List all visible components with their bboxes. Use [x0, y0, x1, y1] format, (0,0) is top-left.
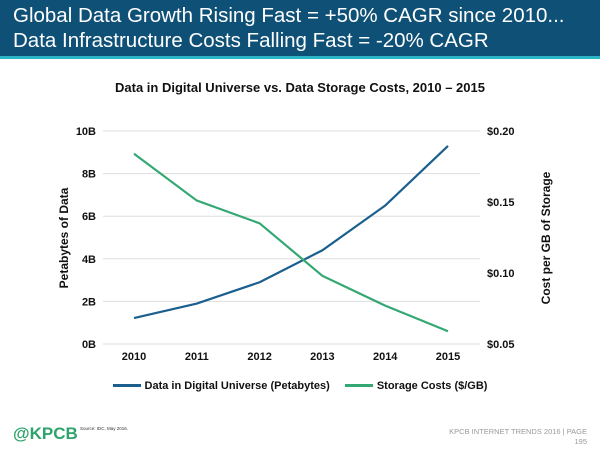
y-tick-label: 6B [82, 211, 96, 223]
y-tick-label: 8B [82, 169, 96, 181]
page-number: 195 [574, 437, 587, 446]
legend-item-cost: Storage Costs ($/GB) [344, 379, 488, 392]
data-volume-line [133, 145, 449, 320]
slide-title-line-2: Data Infrastructure Costs Falling Fast =… [13, 29, 489, 52]
report-name: KPCB INTERNET TRENDS 2016 | PAGE [449, 427, 587, 436]
chart-title: Data in Digital Universe vs. Data Storag… [115, 80, 485, 95]
x-tick-label: 2012 [247, 351, 271, 363]
legend-item-data: Data in Digital Universe (Petabytes) [112, 379, 330, 392]
y-tick-label: 10B [76, 126, 96, 138]
y-tick-label: 2B [82, 296, 96, 308]
y2-tick-label: $0.15 [487, 197, 515, 209]
legend-swatch [344, 384, 373, 387]
storage-cost-line [133, 152, 449, 333]
legend-label: Data in Digital Universe (Petabytes) [144, 379, 330, 392]
x-tick-label: 2015 [436, 351, 460, 363]
x-tick-label: 2011 [185, 351, 209, 363]
y-axis-label: Petabytes of Data [57, 187, 71, 288]
x-tick-label: 2010 [122, 351, 146, 363]
title-banner: Global Data Growth Rising Fast = +50% CA… [0, 0, 600, 59]
y2-axis-label: Cost per GB of Storage [539, 171, 553, 304]
x-tick-label: 2014 [373, 351, 398, 363]
legend-label: Storage Costs ($/GB) [376, 379, 488, 392]
kpcb-logo: @KPCB [13, 424, 78, 443]
legend-swatch [112, 384, 141, 387]
source-note: Source: IDC, May 2016. [80, 426, 129, 431]
y-tick-label: 4B [82, 254, 96, 266]
y2-tick-label: $0.20 [487, 126, 515, 138]
slide-title-line-1: Global Data Growth Rising Fast = +50% CA… [13, 4, 565, 27]
legend: Data in Digital Universe (Petabytes) Sto… [0, 378, 600, 392]
y2-tick-label: $0.10 [487, 268, 515, 280]
y-tick-label: 0B [82, 339, 96, 351]
y2-tick-label: $0.05 [487, 339, 515, 351]
x-tick-label: 2013 [310, 351, 334, 363]
page-footer: KPCB INTERNET TRENDS 2016 | PAGE 195 [449, 427, 587, 447]
